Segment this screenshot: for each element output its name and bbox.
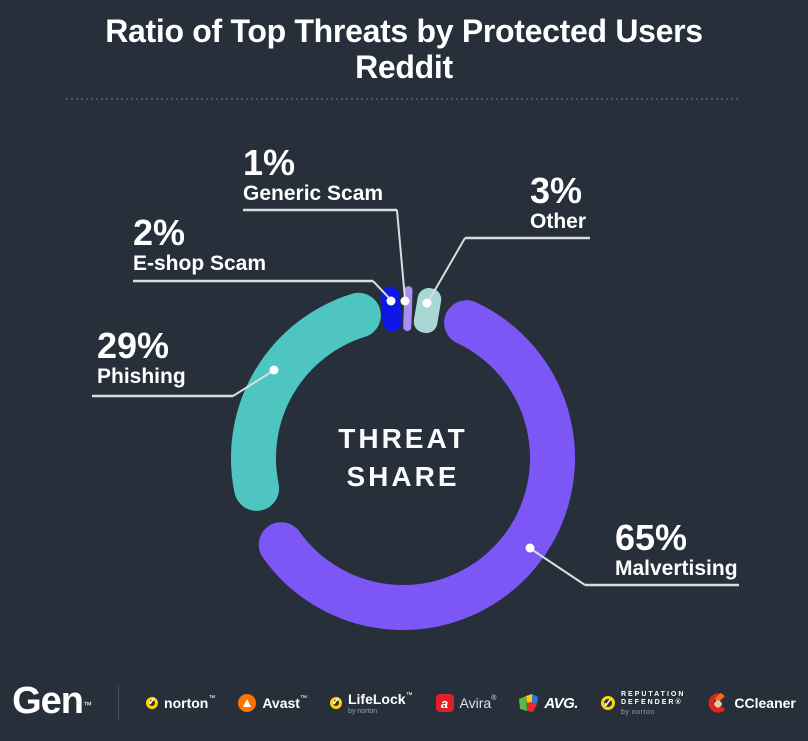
- lifelock-sub-label: by norton: [347, 707, 378, 715]
- lifelock-text: LifeLock™ by norton: [348, 692, 413, 715]
- dot-malvertising: [525, 543, 535, 553]
- callout-malvertising-pct: 65%: [615, 517, 688, 558]
- dot-other: [422, 298, 432, 308]
- leader-dots: [269, 296, 535, 553]
- gen-trademark: ™: [83, 700, 92, 710]
- callout-eshop-scam-name: E-shop Scam: [133, 252, 267, 275]
- avast-icon: [238, 694, 257, 712]
- leader-other-diag: [427, 237, 466, 303]
- callout-generic-scam-name: Generic Scam: [243, 182, 384, 205]
- ccleaner-label: CCleaner: [734, 695, 796, 711]
- avg-label: AVG.: [544, 694, 578, 712]
- reputation-defender-line1: REPUTATION: [620, 690, 686, 698]
- brand-reputation-defender: ✓ REPUTATION DEFENDER® by norton: [600, 691, 685, 716]
- dotted-divider: [66, 98, 740, 100]
- callout-malvertising-name: Malvertising: [615, 557, 738, 580]
- brand-norton: ✓ norton™: [146, 695, 215, 711]
- leader-eshop-scam-diag: [372, 280, 392, 301]
- center-label-line-2: SHARE: [346, 461, 460, 492]
- reputation-defender-text: REPUTATION DEFENDER® by norton: [621, 691, 685, 716]
- callout-other-name: Other: [530, 210, 587, 233]
- footer-divider: [118, 685, 120, 721]
- lifelock-label: LifeLock™: [347, 690, 413, 707]
- brand-footer: Gen ™ ✓ norton™ Avast™ ✓ LifeLock™ by no…: [0, 681, 808, 725]
- dot-generic-scam: [400, 296, 410, 306]
- segment-e-shop-scam: [380, 286, 402, 332]
- callout-generic-scam-pct: 1%: [243, 142, 296, 183]
- leader-malvertising-diag: [530, 548, 586, 586]
- callout-malvertising: 65% Malvertising: [615, 519, 738, 581]
- dot-phishing: [269, 365, 279, 375]
- donut-segments: [230, 286, 575, 630]
- callout-other-pct: 3%: [530, 170, 583, 211]
- brand-avira: a Avira®: [435, 694, 497, 712]
- segment-malvertising: [258, 300, 575, 630]
- gen-logo: Gen ™: [12, 680, 92, 724]
- callout-generic-scam: 1% Generic Scam: [243, 144, 383, 206]
- brand-avast: Avast™: [238, 694, 307, 712]
- leader-phishing-diag: [232, 370, 274, 397]
- reputation-defender-sub: by norton: [620, 708, 655, 716]
- reputation-defender-line2: DEFENDER®: [620, 698, 683, 706]
- leader-lines: [92, 208, 739, 587]
- center-label-line-1: THREAT: [338, 423, 468, 454]
- ccleaner-icon: [709, 693, 726, 713]
- avira-label: Avira®: [459, 695, 497, 711]
- brand-avg: AVG.: [519, 693, 578, 713]
- callout-phishing-name: Phishing: [97, 365, 186, 388]
- callout-eshop-scam: 2% E-shop Scam: [133, 214, 266, 276]
- segment-other: [413, 288, 442, 334]
- norton-label: norton™: [164, 695, 216, 711]
- avg-icon: [519, 693, 539, 712]
- page-title: Ratio of Top Threats by Protected Users …: [0, 13, 808, 85]
- callout-phishing: 29% Phishing: [97, 327, 186, 389]
- lifelock-check-icon: ✓: [329, 696, 342, 709]
- chart-center-label: THREAT SHARE: [0, 420, 806, 496]
- brand-ccleaner: CCleaner: [708, 693, 796, 713]
- reputation-defender-check-icon: ✓: [600, 695, 615, 710]
- segment-phishing: [230, 292, 381, 511]
- gen-logo-text: Gen: [12, 680, 84, 722]
- leader-generic-scam-diag: [396, 209, 406, 300]
- dot-eshop-scam: [386, 296, 396, 306]
- callout-phishing-pct: 29%: [97, 325, 170, 366]
- avira-icon: a: [435, 694, 454, 712]
- avast-label: Avast™: [262, 695, 307, 711]
- callout-other: 3% Other: [530, 172, 586, 234]
- callout-eshop-scam-pct: 2%: [133, 212, 186, 253]
- title-line-2: Reddit: [355, 49, 453, 85]
- norton-check-icon: ✓: [146, 696, 159, 709]
- brand-lifelock: ✓ LifeLock™ by norton: [329, 692, 413, 715]
- title-line-1: Ratio of Top Threats by Protected Users: [105, 13, 703, 49]
